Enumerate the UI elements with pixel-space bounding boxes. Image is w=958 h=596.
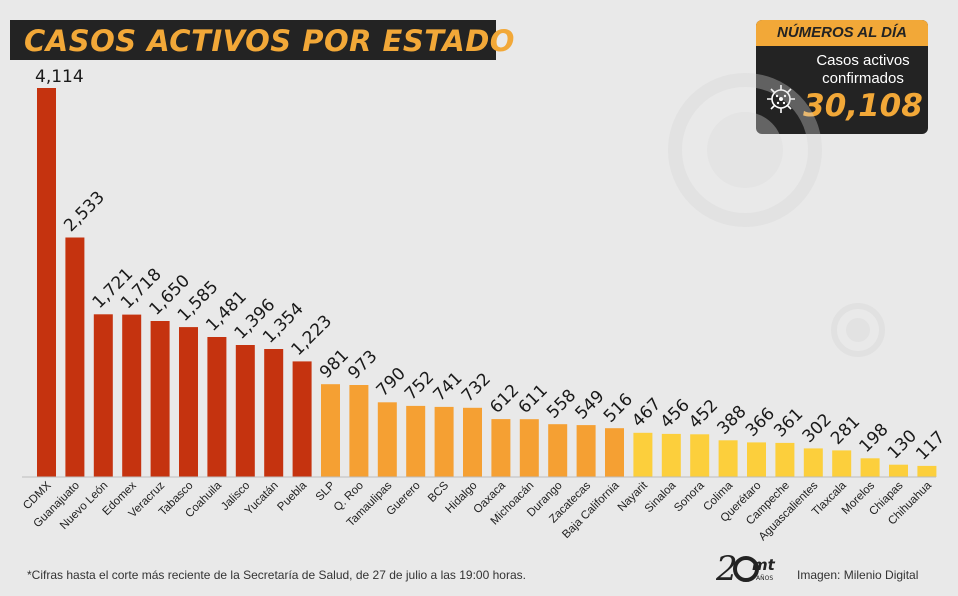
- summary-box: NÚMEROS AL DÍA Casos activos confirmados…: [756, 20, 928, 134]
- bar-17: [519, 419, 539, 477]
- category-label-9: Puebla: [275, 479, 309, 513]
- logo-sub: AÑOS: [756, 575, 773, 582]
- bar-30: [889, 464, 908, 477]
- bar-29: [860, 458, 880, 477]
- bar-3: [122, 314, 142, 477]
- bar-6: [207, 337, 227, 477]
- bar-26: [775, 442, 795, 477]
- category-label-23: Sonora: [672, 479, 707, 514]
- bar-9: [292, 361, 312, 477]
- value-label-25: 366: [742, 404, 779, 441]
- summary-label-line1: Casos activos: [816, 52, 910, 69]
- summary-value: 30,108: [803, 88, 923, 124]
- category-label-10: SLP: [314, 479, 338, 503]
- bar-4: [150, 321, 170, 477]
- category-label-22: Sinaloa: [643, 479, 679, 515]
- bar-28: [832, 450, 852, 477]
- value-label-11: 973: [344, 346, 381, 383]
- bar-31: [917, 465, 937, 477]
- bar-11: [349, 385, 369, 477]
- bar-0: [37, 88, 56, 477]
- summary-label-line2: confirmados: [822, 70, 904, 87]
- bars-group: [37, 88, 937, 477]
- value-label-12: 790: [373, 364, 410, 401]
- bar-14: [434, 406, 454, 477]
- chart-title: CASOS ACTIVOS POR ESTADO: [24, 24, 515, 58]
- value-label-31: 117: [912, 427, 949, 464]
- bar-15: [463, 407, 482, 477]
- bar-23: [690, 434, 710, 477]
- bar-22: [661, 433, 681, 477]
- value-label-10: 981: [316, 346, 353, 383]
- value-label-0: 4,114: [35, 67, 84, 87]
- bar-1: [65, 237, 85, 477]
- bar-27: [803, 448, 823, 477]
- title-bar: CASOS ACTIVOS POR ESTADO: [10, 20, 514, 60]
- bar-2: [93, 314, 113, 477]
- bar-18: [548, 424, 568, 477]
- bar-24: [718, 440, 738, 477]
- bar-16: [491, 419, 511, 477]
- svg-text:2: 2: [716, 549, 738, 586]
- value-label-13: 752: [401, 367, 438, 404]
- bar-7: [235, 345, 255, 477]
- footnote: *Cifras hasta el corte más reciente de l…: [27, 568, 526, 582]
- virus-icon: [767, 85, 795, 113]
- bar-19: [576, 425, 596, 477]
- value-label-1: 2,533: [60, 187, 109, 236]
- value-label-14: 741: [429, 368, 466, 405]
- value-label-19: 549: [571, 387, 608, 424]
- credit: Imagen: Milenio Digital: [797, 568, 919, 582]
- background-decoration: [668, 73, 885, 357]
- bar-5: [179, 327, 198, 477]
- summary-header: NÚMEROS AL DÍA: [756, 20, 928, 46]
- summary-label: Casos activos confirmados: [800, 52, 926, 88]
- bar-8: [264, 349, 284, 477]
- value-label-22: 456: [657, 395, 694, 432]
- bar-20: [605, 428, 624, 477]
- value-label-18: 558: [543, 386, 580, 423]
- category-label-14: BCS: [426, 479, 451, 504]
- bar-21: [633, 432, 653, 477]
- value-label-21: 467: [628, 394, 665, 431]
- bar-10: [321, 384, 340, 477]
- logo-text: mt: [752, 556, 776, 574]
- milenio-20-years-logo: 2 mt AÑOS: [716, 549, 776, 586]
- bar-12: [377, 402, 397, 477]
- bar-25: [747, 442, 766, 477]
- bar-13: [406, 405, 426, 477]
